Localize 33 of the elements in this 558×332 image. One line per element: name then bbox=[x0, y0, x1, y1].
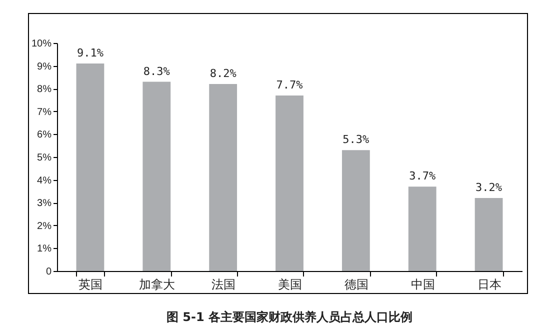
x-tick-label: 法国 bbox=[212, 278, 236, 292]
data-label: 7.7% bbox=[276, 78, 304, 92]
bar bbox=[276, 95, 304, 271]
bar bbox=[408, 186, 436, 271]
data-label: 8.3% bbox=[143, 64, 170, 78]
y-tick-label: 2% bbox=[37, 220, 52, 232]
x-tick-label: 德国 bbox=[344, 278, 368, 292]
bar bbox=[209, 84, 238, 271]
data-label: 3.2% bbox=[476, 181, 502, 194]
y-tick-label: 1% bbox=[37, 244, 52, 255]
x-tick-label: 英国 bbox=[78, 278, 103, 292]
y-tick-label: 0 bbox=[46, 266, 52, 278]
y-tick-label: 7% bbox=[37, 106, 52, 118]
bar bbox=[76, 64, 104, 271]
data-label: 9.1% bbox=[76, 46, 104, 60]
bar bbox=[474, 198, 503, 271]
y-tick-label: 10% bbox=[31, 38, 52, 50]
y-tick-label: 3% bbox=[37, 198, 52, 210]
y-tick-label: 6% bbox=[37, 130, 52, 141]
text: 图 5-1 各主要国家财政供养人员占总人口比例 bbox=[166, 310, 413, 324]
data-label: 8.2% bbox=[210, 67, 237, 80]
data-label: 3.7% bbox=[409, 170, 436, 183]
x-tick-label: 美国 bbox=[278, 278, 302, 292]
x-tick-label: 中国 bbox=[410, 278, 435, 292]
x-tick-label: 日本 bbox=[477, 278, 502, 292]
x-tick-label: 加拿大 bbox=[139, 278, 176, 292]
bar bbox=[342, 150, 370, 271]
y-tick-label: 9% bbox=[37, 61, 52, 72]
y-tick-label: 8% bbox=[37, 84, 52, 96]
y-tick-label: 4% bbox=[37, 175, 52, 186]
bar bbox=[142, 82, 171, 271]
y-tick-label: 5% bbox=[37, 152, 52, 164]
data-label: 5.3% bbox=[342, 133, 370, 146]
